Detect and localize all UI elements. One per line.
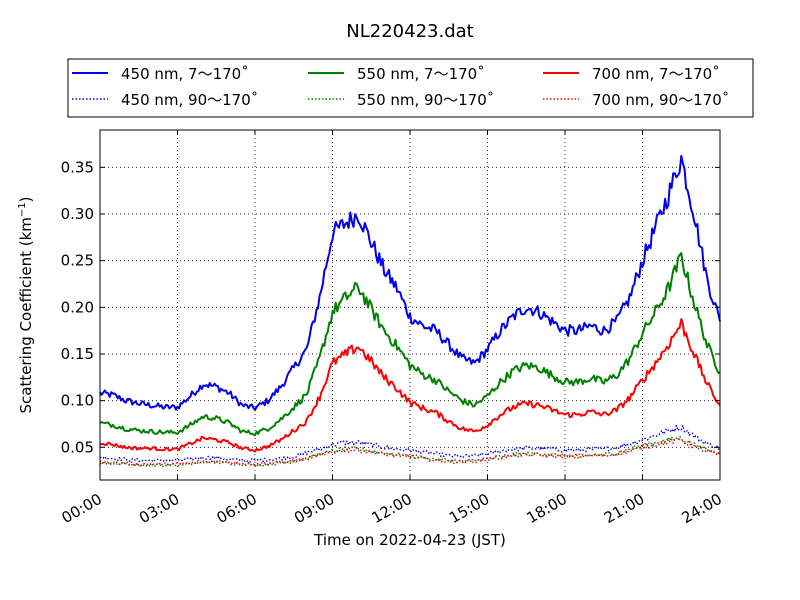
legend-label: 450 nm, 7～170˚: [121, 65, 249, 83]
series-line-0: [99, 154, 721, 411]
series-line-4: [99, 318, 721, 453]
y-axis-label-close: ): [17, 196, 35, 202]
series-line-2: [99, 252, 721, 437]
x-tick-label: 21:00: [601, 490, 647, 527]
y-tick-label: 0.05: [61, 438, 94, 456]
y-tick-label: 0.10: [61, 392, 94, 410]
y-tick-label: 0.15: [61, 345, 94, 363]
legend-label: 450 nm, 90～170˚: [121, 91, 258, 109]
chart-title: NL220423.dat: [346, 21, 473, 42]
legend-label: 700 nm, 7～170˚: [592, 65, 720, 83]
legend-label: 700 nm, 90～170˚: [592, 91, 729, 109]
x-tick-label: 09:00: [291, 490, 337, 527]
y-tick-label: 0.25: [61, 252, 94, 270]
x-tick-label: 03:00: [136, 490, 182, 527]
x-tick-label: 15:00: [446, 490, 492, 527]
y-axis-label: Scattering Coefficient (km−1): [17, 196, 35, 413]
legend-label: 550 nm, 90～170˚: [357, 91, 494, 109]
legend-label: 550 nm, 7～170˚: [357, 65, 485, 83]
y-axis-label-exponent: −1: [17, 202, 28, 217]
grid: [100, 130, 720, 480]
x-tick-label: 12:00: [369, 490, 415, 527]
legend-box: [67, 58, 754, 118]
y-tick-label: 0.35: [61, 158, 94, 176]
x-tick-label: 24:00: [679, 490, 725, 527]
series-line-1: [99, 424, 721, 463]
x-tick-label: 18:00: [524, 490, 570, 527]
series-layer: [99, 154, 721, 468]
x-tick-label: 06:00: [214, 490, 260, 527]
legend: 450 nm, 7～170˚ 550 nm, 7～170˚ 700 nm, 7～17…: [67, 58, 754, 118]
y-tick-label: 0.30: [61, 205, 94, 223]
series-line-5: [99, 437, 721, 467]
x-axis-label: Time on 2022-04-23 (JST): [313, 531, 506, 549]
y-tick-label: 0.20: [61, 298, 94, 316]
x-tick-label: 00:00: [59, 490, 105, 527]
y-axis-label-text: Scattering Coefficient (km: [17, 217, 35, 413]
series-line-3: [100, 435, 721, 468]
axis-ticks: 00:00 03:00 06:00 09:00 12:00 15:00 18:00 21:00…: [59, 130, 725, 527]
